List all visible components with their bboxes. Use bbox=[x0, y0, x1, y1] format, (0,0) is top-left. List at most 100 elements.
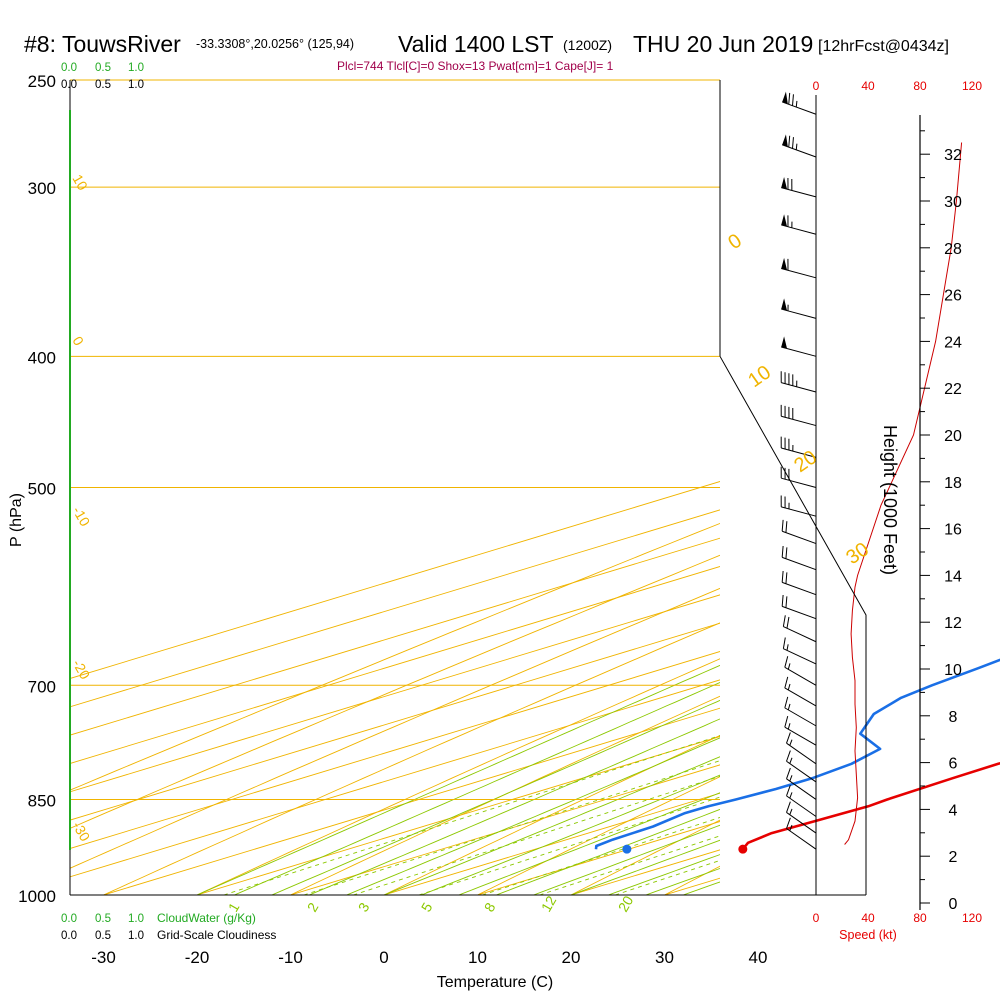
wind-barb-flag bbox=[788, 135, 791, 148]
wind-barb bbox=[784, 676, 817, 707]
wind-barb bbox=[780, 436, 817, 458]
speed-tick-label-bottom: 80 bbox=[913, 911, 927, 925]
height-tick-label: 16 bbox=[944, 522, 962, 539]
wind-barb-flag bbox=[785, 521, 788, 533]
speed-tick-label-bottom: 120 bbox=[962, 911, 982, 925]
moist-adiabat-line bbox=[645, 867, 720, 895]
height-tick-label: 14 bbox=[944, 568, 962, 585]
wind-barb-staff bbox=[781, 477, 817, 488]
isotherm-line bbox=[70, 651, 720, 849]
sounding-profiles bbox=[594, 658, 1000, 854]
wind-barb-staff bbox=[784, 666, 817, 686]
mixing-ratio-label: 20 bbox=[615, 893, 637, 915]
wind-barb bbox=[786, 801, 817, 834]
height-tick-label: 26 bbox=[944, 288, 962, 305]
wind-barb-flag bbox=[786, 801, 791, 813]
wind-barb-half-flag bbox=[795, 143, 798, 150]
moist-adiabat-line bbox=[496, 808, 720, 895]
mixing-ratio-line bbox=[615, 859, 720, 895]
wind-barb-flag bbox=[785, 596, 788, 608]
dewpoint-surface-marker bbox=[622, 844, 632, 854]
cloudwater-scale-top-2: 1.0 bbox=[128, 62, 144, 74]
wind-barb-staff bbox=[781, 415, 817, 427]
dewpoint-line bbox=[594, 658, 1000, 850]
wind-barb-staff bbox=[782, 101, 817, 115]
moist-adiabat-line bbox=[234, 681, 720, 895]
cloudiness-scale-bottom-0: 0.0 bbox=[61, 930, 77, 942]
cloudiness-scale-top-0: 0.0 bbox=[61, 79, 77, 91]
wind-barb-staff bbox=[783, 648, 817, 665]
mixing-ratio-line bbox=[223, 735, 720, 895]
forecast-run: [12hrFcst@0434z] bbox=[818, 38, 949, 55]
isotherm-right-label: 10 bbox=[744, 361, 775, 392]
wind-barb bbox=[780, 495, 817, 517]
wind-barb bbox=[782, 134, 817, 158]
wind-barb-half-flag bbox=[789, 775, 793, 782]
wind-barb-staff bbox=[784, 707, 817, 727]
mixing-ratio-label: 8 bbox=[481, 900, 499, 915]
plot-area bbox=[70, 0, 1000, 895]
wind-barb-flag bbox=[781, 594, 784, 607]
wind-barb bbox=[780, 404, 817, 427]
height-tick-label: 22 bbox=[944, 381, 962, 398]
dry-adiabat-line bbox=[196, 658, 720, 895]
mixing-ratio-label: 12 bbox=[538, 893, 560, 915]
wind-barb bbox=[781, 336, 817, 357]
wind-barb-pennant bbox=[782, 91, 788, 104]
speed-tick-label-top: 80 bbox=[913, 79, 927, 93]
cloudiness-label: Grid-Scale Cloudiness bbox=[157, 928, 276, 942]
wind-barb-staff bbox=[782, 581, 817, 596]
wind-barb-staff bbox=[786, 812, 817, 834]
wind-barb bbox=[784, 696, 817, 727]
dry-adiabat-line bbox=[852, 80, 1000, 895]
pressure-tick-label: 400 bbox=[28, 348, 56, 367]
moist-adiabat-line bbox=[721, 0, 1000, 895]
height-tick-label: 0 bbox=[949, 896, 958, 913]
station-title: #8: TouwsRiver bbox=[24, 31, 181, 57]
temperature-tick-label: 10 bbox=[468, 948, 487, 967]
height-tick-label: 6 bbox=[949, 756, 958, 773]
wind-barb-half-flag bbox=[786, 644, 789, 651]
wind-barb-flag bbox=[788, 92, 791, 105]
dry-adiabat-line bbox=[70, 554, 720, 829]
chart-grid bbox=[70, 0, 1000, 896]
wind-barb-staff bbox=[786, 760, 817, 783]
wind-barb-staff bbox=[784, 687, 817, 707]
wind-barb-flag bbox=[786, 784, 791, 797]
wind-speed-line bbox=[844, 142, 963, 845]
wind-barb bbox=[786, 767, 817, 800]
moist-adiabat-line bbox=[421, 774, 720, 895]
moist-adiabat-line bbox=[346, 737, 720, 895]
speed-axis-title: Speed (kt) bbox=[839, 928, 897, 942]
wind-barb bbox=[781, 570, 817, 596]
pressure-tick-label: 300 bbox=[28, 179, 56, 198]
pressure-tick-label: 850 bbox=[28, 791, 56, 810]
wind-barb-pennant bbox=[781, 298, 788, 311]
wind-barb bbox=[786, 817, 817, 850]
wind-barb-flag bbox=[786, 616, 790, 629]
moist-adiabat-line bbox=[458, 792, 720, 895]
wind-barb-flag bbox=[781, 519, 784, 532]
wind-barb-half-flag bbox=[787, 683, 791, 691]
wind-barb bbox=[784, 715, 817, 746]
temperature-tick-label: 40 bbox=[749, 948, 768, 967]
cloudwater-scale-top-1: 0.5 bbox=[95, 62, 111, 74]
isotherm-side-label: -30 bbox=[69, 819, 93, 845]
dry-adiabat-line bbox=[70, 587, 720, 869]
height-tick-label: 2 bbox=[949, 849, 958, 866]
height-tick-label: 18 bbox=[944, 475, 962, 492]
cloudwater-label: CloudWater (g/Kg) bbox=[157, 911, 256, 925]
valid-time-zulu: (1200Z) bbox=[563, 37, 612, 53]
wind-panel bbox=[780, 91, 963, 850]
speed-tick-label-bottom: 0 bbox=[813, 911, 820, 925]
dry-adiabat-line bbox=[477, 776, 720, 895]
wind-barb-pennant bbox=[781, 214, 788, 227]
temperature-surface-marker bbox=[738, 844, 748, 854]
wind-barb-pennant bbox=[781, 257, 788, 271]
wind-barb-half-flag bbox=[789, 808, 793, 815]
isotherm-line bbox=[70, 622, 720, 821]
wind-barb bbox=[781, 519, 817, 545]
moist-adiabat-line bbox=[533, 824, 720, 895]
